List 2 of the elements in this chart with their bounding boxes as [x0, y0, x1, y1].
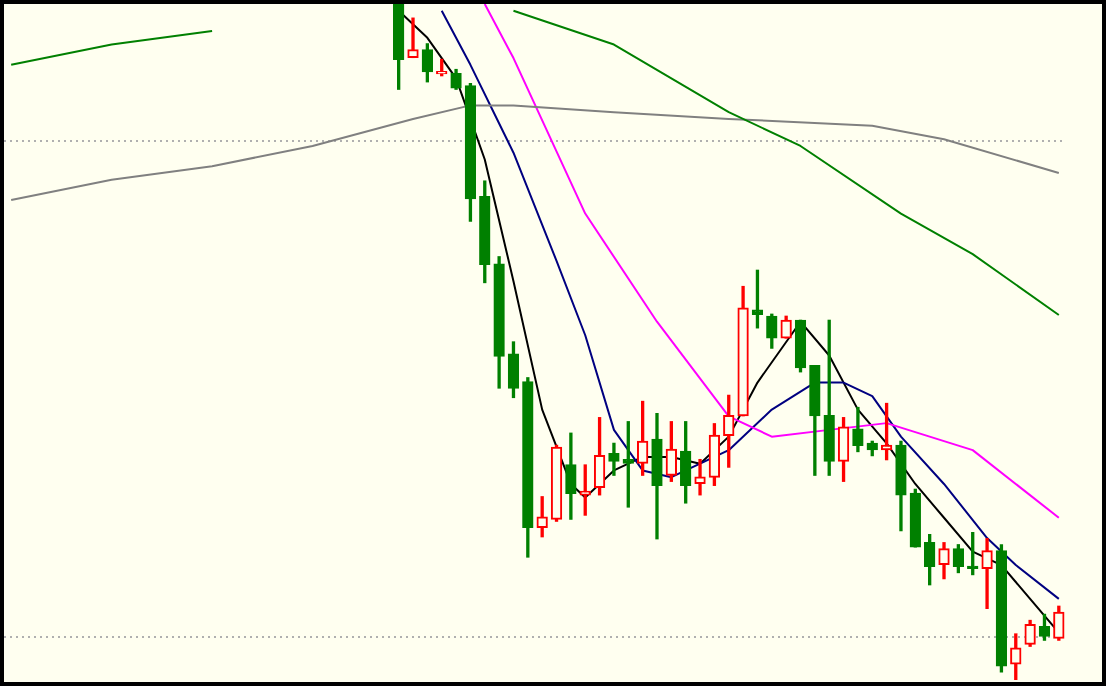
candlestick: [694, 458, 706, 496]
candlestick: [407, 17, 419, 59]
